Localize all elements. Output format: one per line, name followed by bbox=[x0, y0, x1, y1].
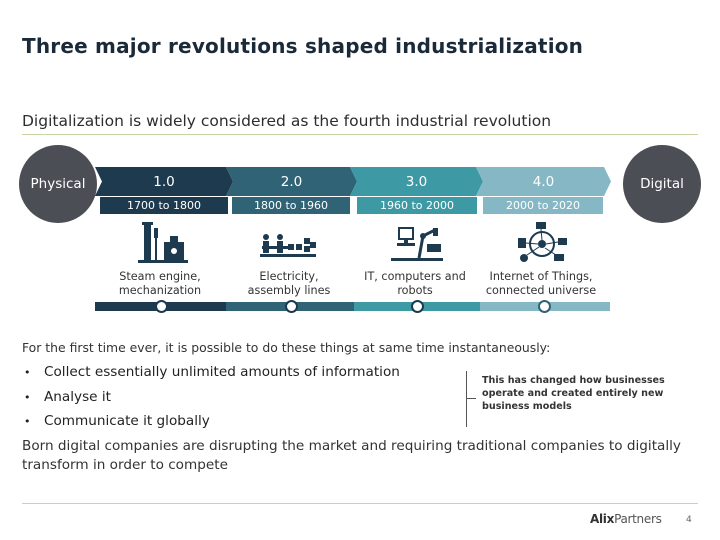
subtitle: Digitalization is widely considered as t… bbox=[22, 112, 552, 130]
revolution-number: 4.0 bbox=[532, 173, 555, 190]
revolution-number: 1.0 bbox=[153, 173, 175, 190]
revolution-label-2: Electricity, assembly lines bbox=[224, 270, 354, 298]
timeline-node-1 bbox=[155, 300, 168, 313]
label-line: robots bbox=[397, 284, 433, 297]
intro-sentence: For the first time ever, it is possible … bbox=[22, 340, 551, 355]
page-number: 4 bbox=[686, 515, 692, 525]
company-logo: AlixPartners bbox=[590, 512, 662, 526]
bullet-item: • Analyse it bbox=[24, 389, 111, 405]
label-line: connected universe bbox=[485, 284, 597, 297]
years-3: 1960 to 2000 bbox=[357, 197, 477, 214]
timeline-node-4 bbox=[538, 300, 551, 313]
digital-circle: Digital bbox=[623, 145, 701, 223]
physical-label: Physical bbox=[30, 176, 86, 192]
revolution-label-1: Steam engine, mechanization bbox=[95, 270, 225, 298]
bullet-item: • Communicate it globally bbox=[24, 413, 210, 429]
title-divider bbox=[22, 134, 698, 135]
revolution-label-3: IT, computers and robots bbox=[350, 270, 480, 298]
label-line: assembly lines bbox=[247, 284, 331, 297]
bullet-text: Analyse it bbox=[44, 389, 111, 405]
footer-divider bbox=[22, 503, 698, 504]
timeline-node-3 bbox=[411, 300, 424, 313]
bullet-dot: • bbox=[24, 415, 31, 428]
bullet-item: • Collect essentially unlimited amounts o… bbox=[24, 364, 400, 380]
years-1: 1700 to 1800 bbox=[100, 197, 228, 214]
timeline-node-2 bbox=[285, 300, 298, 313]
revolution-number: 3.0 bbox=[405, 173, 428, 190]
bracket bbox=[466, 371, 474, 427]
physical-circle: Physical bbox=[19, 145, 97, 223]
logo-bold: Alix bbox=[590, 512, 615, 526]
years-text: 1700 to 1800 bbox=[126, 199, 202, 212]
assembly-line-icon bbox=[260, 234, 316, 257]
chevron-4: 4.0 bbox=[476, 167, 611, 196]
label-line: Electricity, bbox=[259, 270, 319, 283]
bullet-dot: • bbox=[24, 366, 31, 379]
label-line: IT, computers and bbox=[364, 270, 466, 283]
closing-paragraph: Born digital companies are disrupting th… bbox=[22, 438, 681, 473]
years-4: 2000 to 2020 bbox=[483, 197, 603, 214]
robot-computer-icon bbox=[391, 227, 443, 261]
label-line: Steam engine, bbox=[119, 270, 201, 283]
iot-network-icon bbox=[518, 222, 567, 262]
page-title: Three major revolutions shaped industria… bbox=[22, 34, 584, 58]
callout-text: This has changed how businesses operate … bbox=[482, 375, 665, 412]
years-text: 1960 to 2000 bbox=[379, 199, 455, 212]
bracket-tick bbox=[466, 398, 476, 399]
chevron-2: 2.0 bbox=[226, 167, 357, 196]
bullet-text: Communicate it globally bbox=[44, 413, 210, 429]
revolution-label-4: Internet of Things, connected universe bbox=[476, 270, 606, 298]
bullet-text: Collect essentially unlimited amounts of… bbox=[44, 364, 400, 380]
chevron-3: 3.0 bbox=[350, 167, 483, 196]
chevron-1: 1.0 bbox=[95, 167, 233, 196]
label-line: Internet of Things, bbox=[489, 270, 593, 283]
logo-rest: Partners bbox=[614, 512, 662, 526]
years-2: 1800 to 1960 bbox=[232, 197, 350, 214]
years-text: 2000 to 2020 bbox=[505, 199, 581, 212]
years-text: 1800 to 1960 bbox=[253, 199, 329, 212]
factory-icon bbox=[138, 222, 188, 263]
revolution-number: 2.0 bbox=[280, 173, 303, 190]
digital-label: Digital bbox=[640, 176, 684, 192]
bullet-dot: • bbox=[24, 391, 31, 404]
label-line: mechanization bbox=[118, 284, 202, 297]
